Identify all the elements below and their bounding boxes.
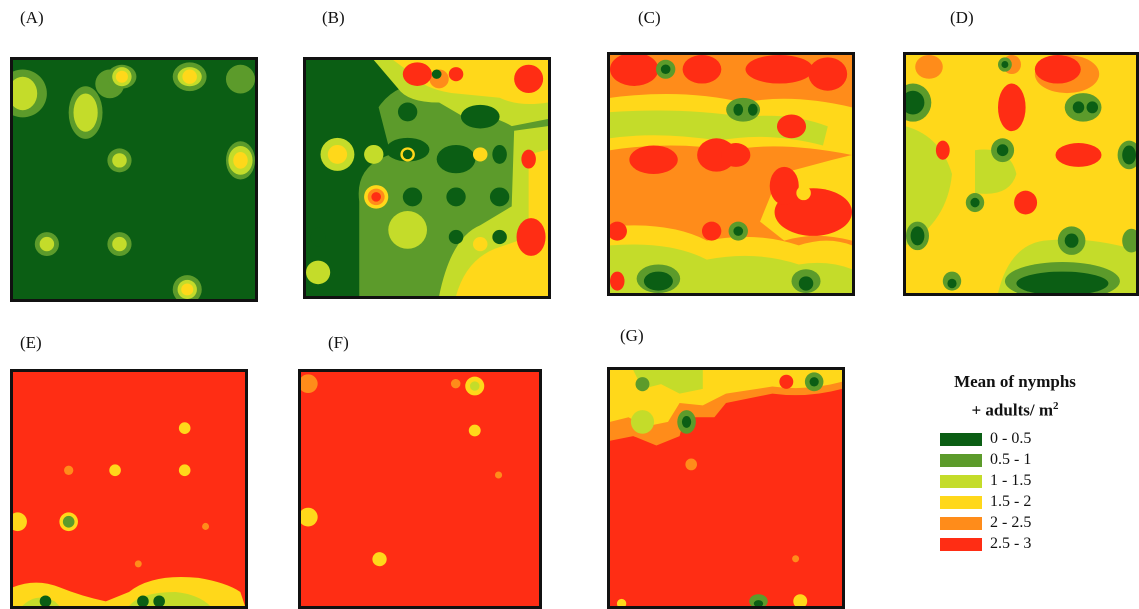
map-panel-d <box>903 52 1139 296</box>
map-panel-a <box>10 57 258 302</box>
panel-label-b: (B) <box>322 8 345 27</box>
map-panel-f <box>298 369 542 609</box>
legend-item: 2 - 2.5 <box>940 513 1130 534</box>
map-panel-g <box>607 367 845 609</box>
legend-range-label: 1.5 - 2 <box>990 493 1032 511</box>
legend-title-line1: Mean of nymphs <box>954 372 1076 391</box>
panel-label-d: (D) <box>950 8 974 27</box>
panel-label-a: (A) <box>20 8 44 27</box>
map-panel-e <box>10 369 248 609</box>
legend-range-label: 2.5 - 3 <box>990 535 1032 553</box>
map-panel-b <box>303 57 551 299</box>
legend-swatch <box>940 432 982 446</box>
legend-swatch <box>940 495 982 509</box>
legend-item: 1.5 - 2 <box>940 492 1130 513</box>
legend-range-label: 2 - 2.5 <box>990 514 1032 532</box>
legend-range-label: 1 - 1.5 <box>990 472 1032 490</box>
legend-title: Mean of nymphs + adults/ m2 <box>900 370 1130 423</box>
legend-swatch <box>940 453 982 467</box>
legend-item: 0 - 0.5 <box>940 429 1130 450</box>
legend-swatch <box>940 516 982 530</box>
legend-title-line2: + adults/ m2 <box>971 400 1059 420</box>
legend-swatch <box>940 537 982 551</box>
legend-list: 0 - 0.5 0.5 - 1 1 - 1.5 1.5 - 2 2 - 2.5 2.5 -… <box>940 429 1130 555</box>
legend-range-label: 0.5 - 1 <box>990 451 1032 469</box>
panel-label-c: (C) <box>638 8 661 27</box>
map-panel-c <box>607 52 855 296</box>
legend-item: 0.5 - 1 <box>940 450 1130 471</box>
legend-range-label: 0 - 0.5 <box>990 430 1032 448</box>
panel-label-f: (F) <box>328 333 349 352</box>
legend-item: 1 - 1.5 <box>940 471 1130 492</box>
panel-label-g: (G) <box>620 326 644 345</box>
legend-swatch <box>940 474 982 488</box>
legend: Mean of nymphs + adults/ m2 0 - 0.5 0.5 -… <box>900 370 1130 555</box>
panel-label-e: (E) <box>20 333 42 352</box>
legend-item: 2.5 - 3 <box>940 534 1130 555</box>
